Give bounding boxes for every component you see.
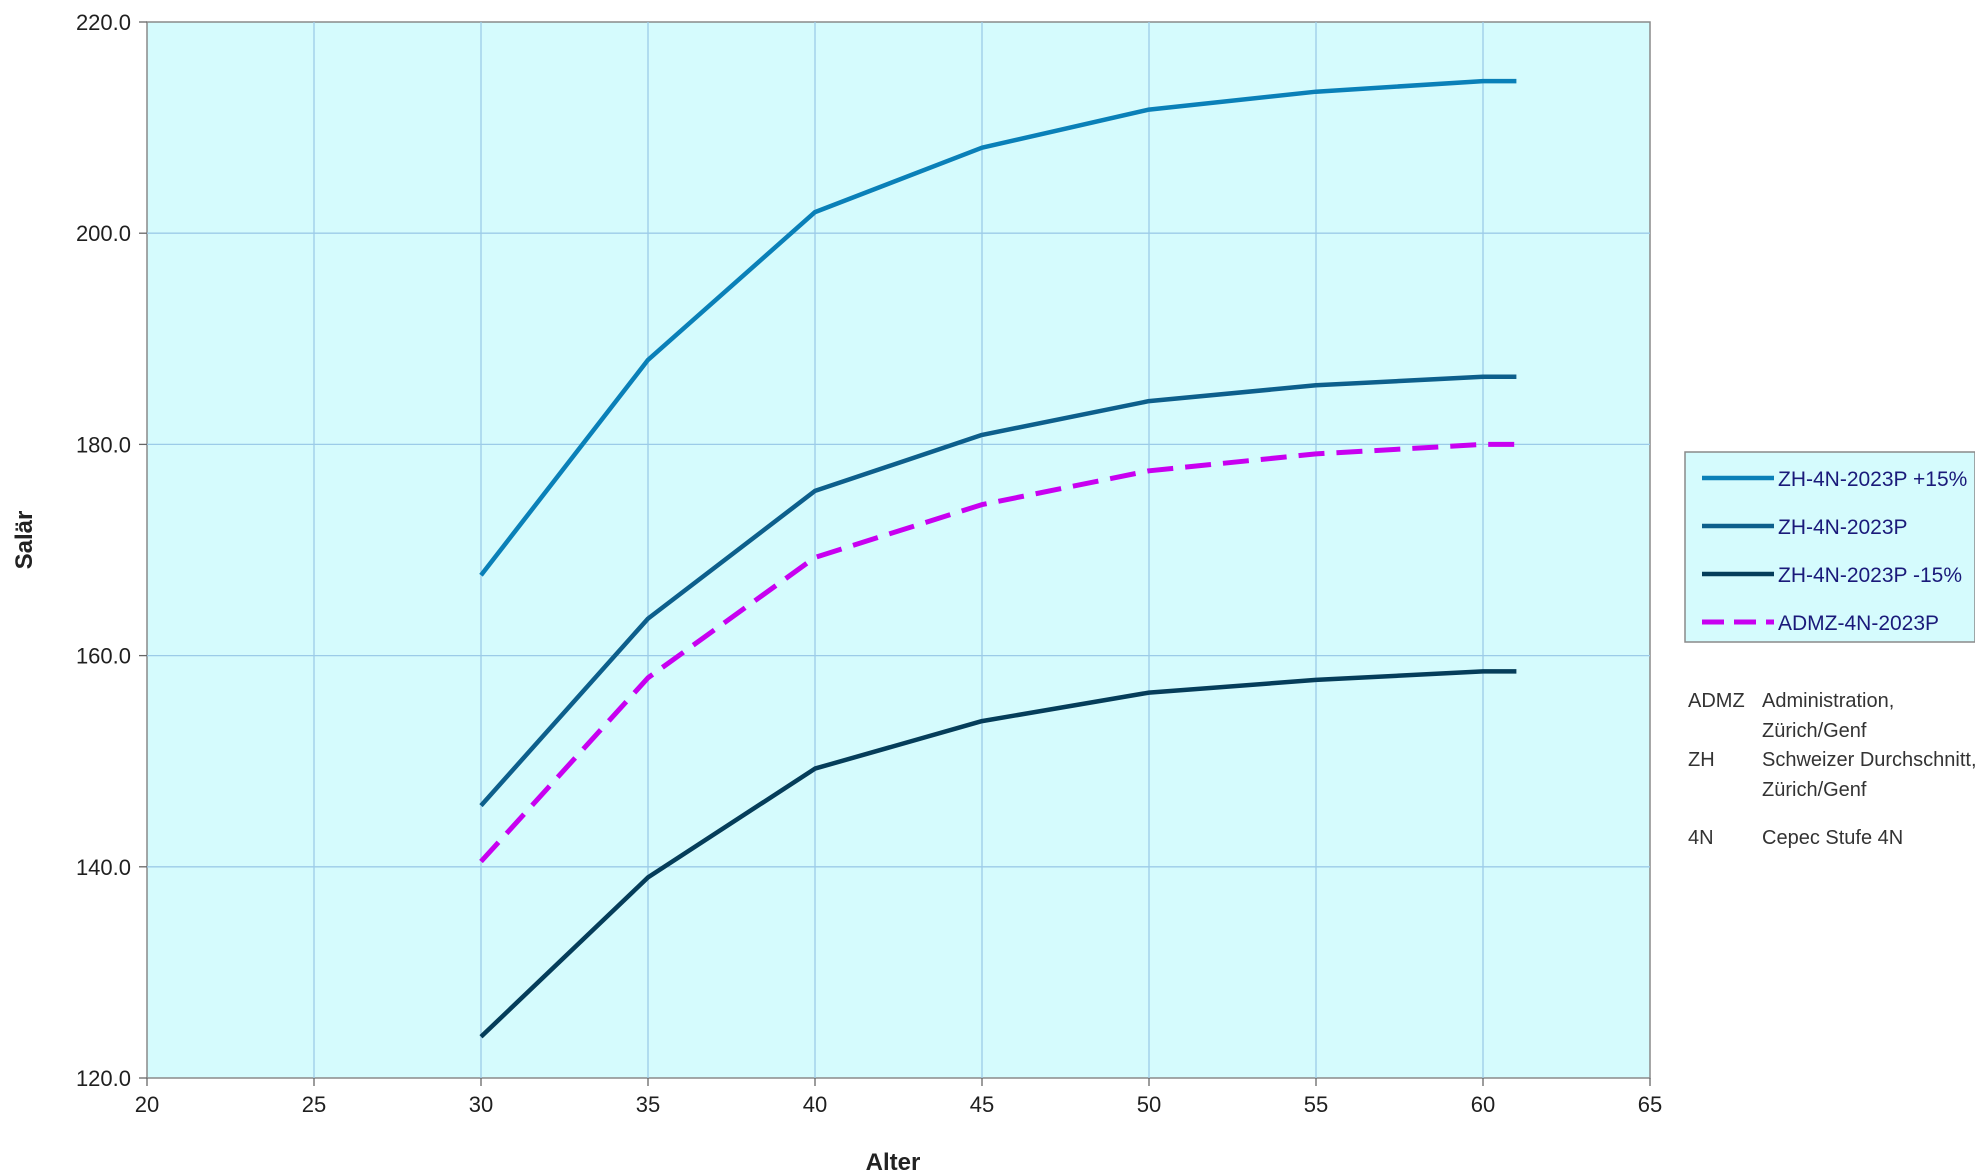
note-description: Administration,: [1762, 690, 1894, 712]
note-description: Schweizer Durchschnitt,: [1762, 749, 1975, 771]
note-description: Zürich/Genf: [1762, 779, 1867, 801]
x-tick-label: 25: [302, 1092, 326, 1117]
tick-labels: 20 25 30 35 40 45 50 55 60 65 120.0 140.0 160.0 180.0…: [76, 10, 1662, 1117]
series-line-2: [479, 374, 1517, 808]
x-tick-label: 20: [135, 1092, 159, 1117]
y-tick-label: 120.0: [76, 1066, 131, 1091]
x-tick-label: 45: [970, 1092, 994, 1117]
x-tick-label: 50: [1137, 1092, 1161, 1117]
x-tick-label: 55: [1304, 1092, 1328, 1117]
note-abbreviation: ADMZ: [1688, 690, 1745, 712]
note-abbreviation: ZH: [1688, 749, 1715, 771]
legend: ZH-4N-2023P +15% ZH-4N-2023P ZH-4N-2023P -…: [1684, 451, 1975, 643]
note-description: Zürich/Genf: [1762, 720, 1867, 742]
axes: [139, 21, 1651, 1086]
legend-label: ZH-4N-2023P -15%: [1778, 564, 1962, 587]
y-tick-label: 140.0: [76, 855, 131, 880]
series-line-1: [479, 78, 1517, 577]
y-tick-label: 220.0: [76, 10, 131, 35]
x-tick-label: 60: [1471, 1092, 1495, 1117]
gridlines: [147, 22, 1650, 1078]
note-description: Cepec Stufe 4N: [1762, 827, 1903, 849]
x-tick-label: 30: [469, 1092, 493, 1117]
plot-area: [146, 21, 1651, 1079]
y-tick-label: 160.0: [76, 644, 131, 669]
series-line-4: [479, 441, 1517, 864]
legend-box: [1684, 451, 1975, 643]
y-axis-title: Salär: [11, 511, 38, 570]
x-tick-label: 65: [1638, 1092, 1662, 1117]
legend-label: ZH-4N-2023P +15%: [1778, 468, 1967, 491]
legend-label: ADMZ-4N-2023P: [1778, 612, 1939, 635]
y-tick-label: 180.0: [76, 432, 131, 457]
x-axis-title: Alter: [866, 1149, 921, 1176]
y-tick-label: 200.0: [76, 221, 131, 246]
x-tick-label: 35: [636, 1092, 660, 1117]
note-abbreviation: 4N: [1688, 827, 1714, 849]
series-lines: [479, 78, 1517, 1039]
series-line-3: [479, 669, 1517, 1039]
abbreviation-notes: ADMZ Administration, Zürich/Genf ZH Schweize…: [1688, 690, 1975, 849]
legend-label: ZH-4N-2023P: [1778, 516, 1908, 539]
x-tick-label: 40: [803, 1092, 827, 1117]
